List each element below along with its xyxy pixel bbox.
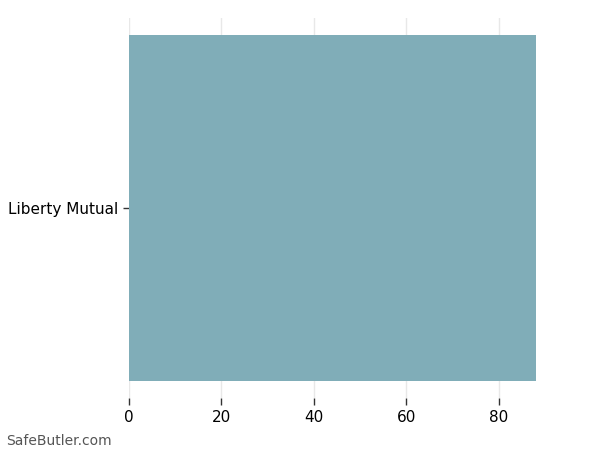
Bar <box>129 35 536 381</box>
Text: SafeButler.com: SafeButler.com <box>6 434 112 448</box>
